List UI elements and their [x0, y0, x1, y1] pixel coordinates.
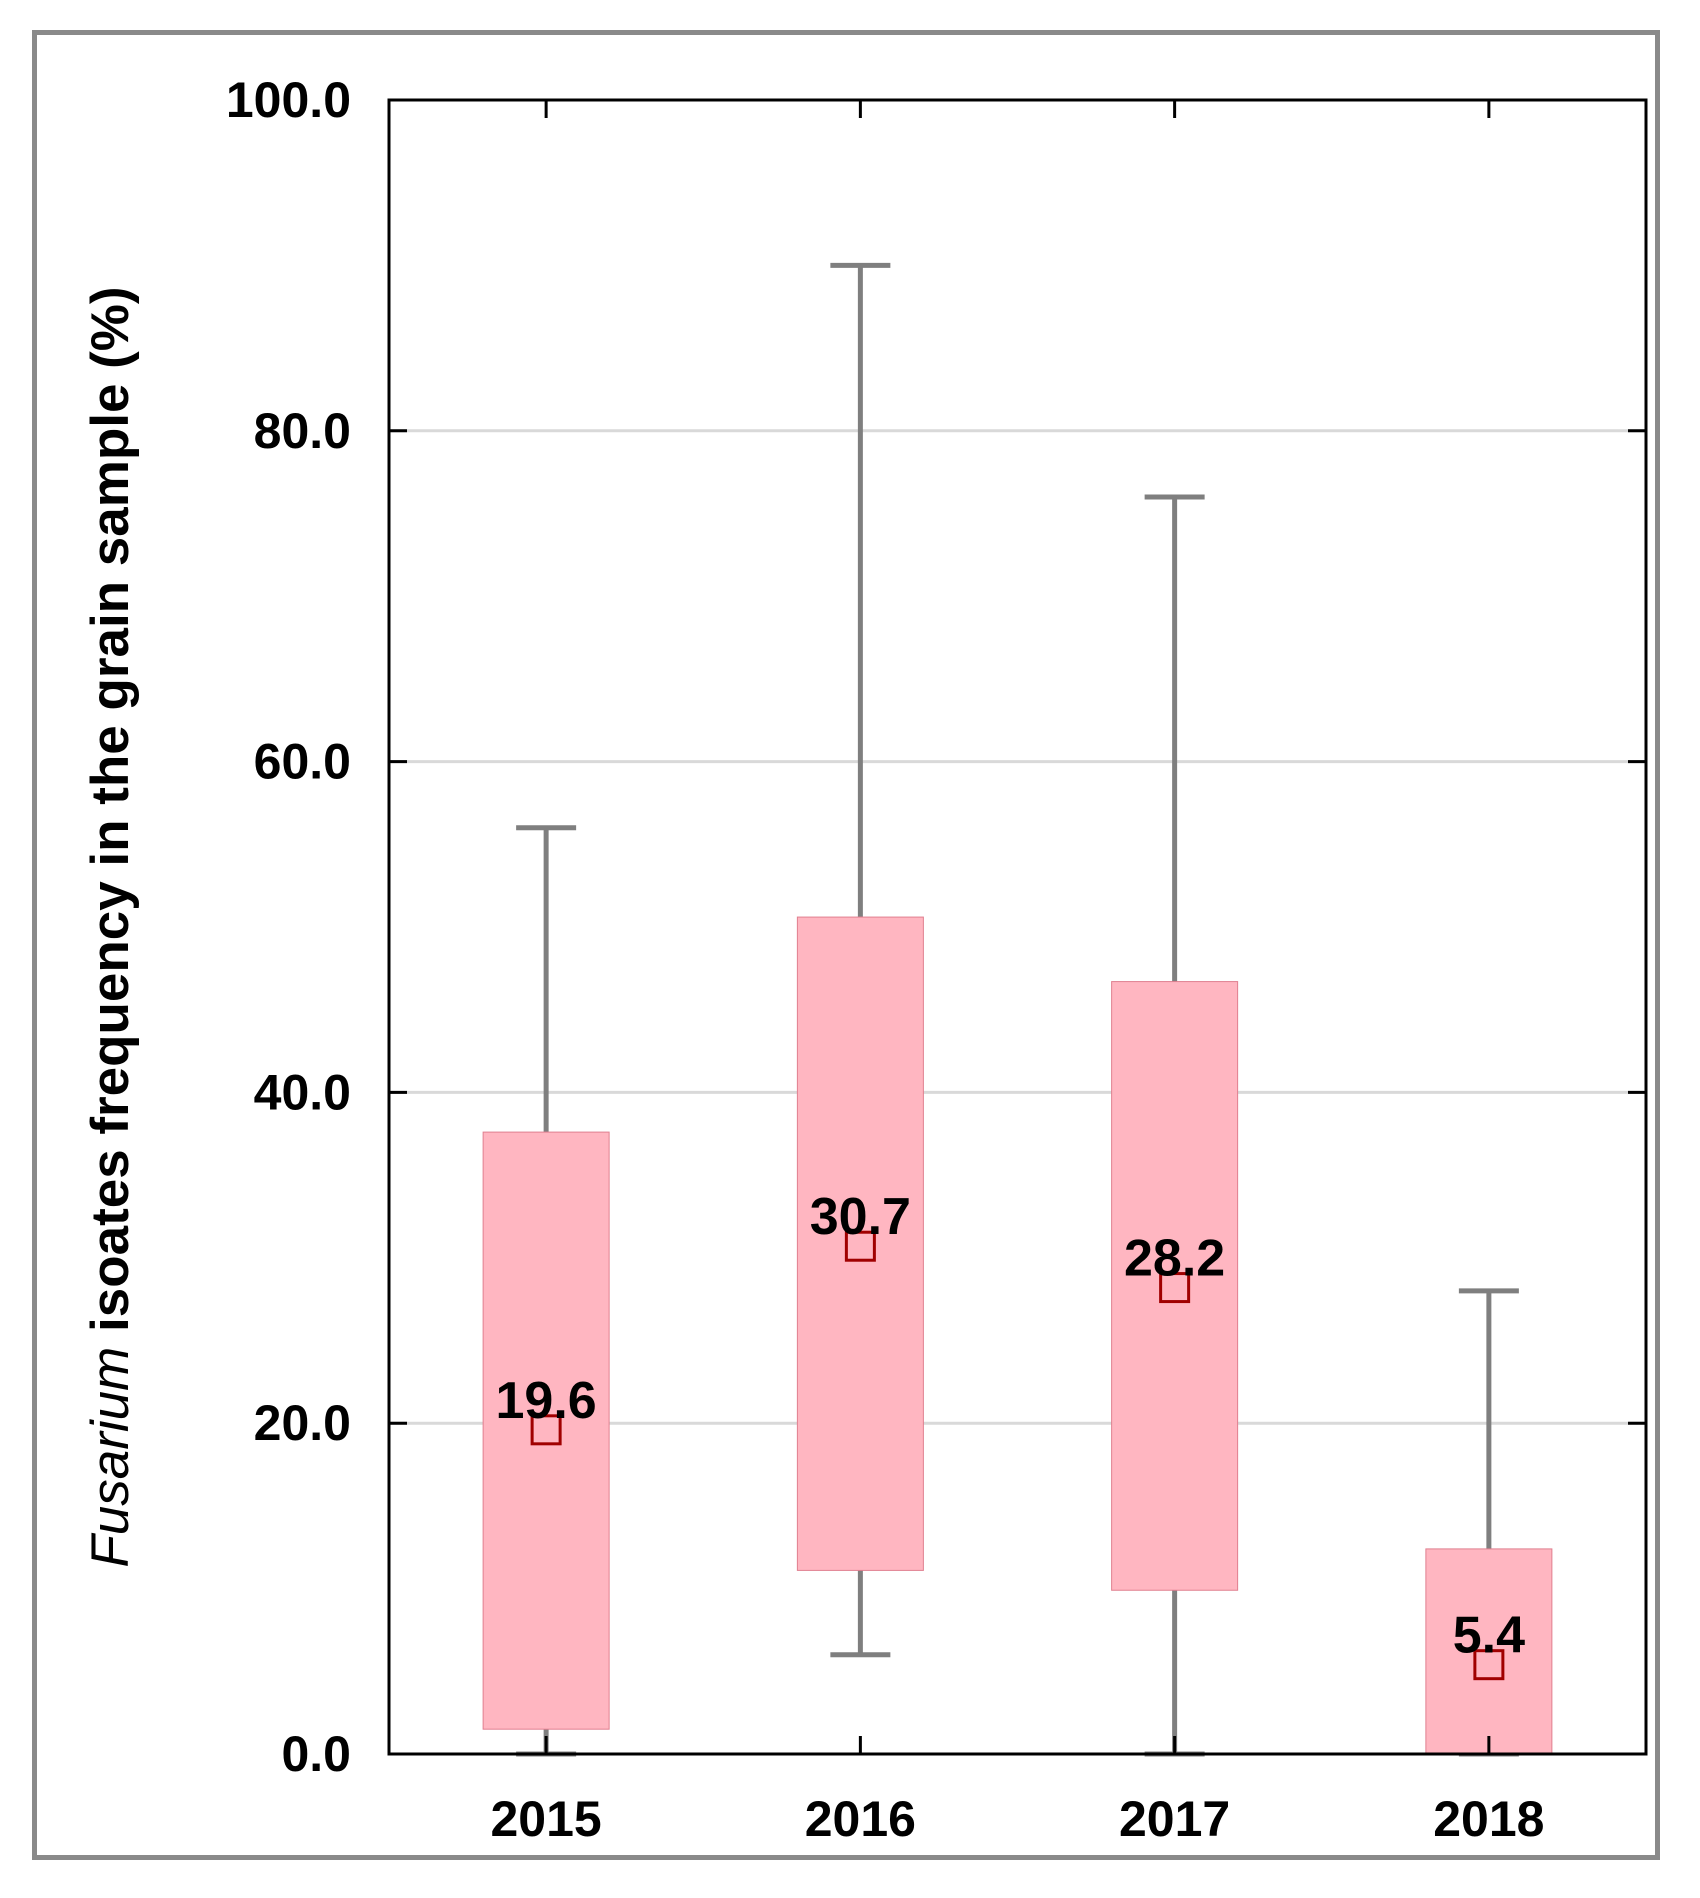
- y-tick-label-4: 80.0: [254, 403, 351, 459]
- box-2016: [796, 916, 924, 1571]
- x-tick-label-2016: 2016: [805, 1791, 916, 1847]
- y-axis-title-rest: isoates frequency in the grain sample (%…: [81, 286, 140, 1346]
- y-tick-label-0: 0.0: [281, 1726, 351, 1782]
- x-tick-label-2017: 2017: [1119, 1791, 1230, 1847]
- y-tick-label-3: 60.0: [254, 734, 351, 790]
- y-axis-label: Fusarium isoates frequency in the grain …: [81, 286, 140, 1567]
- axis-ticks: 0.0 20.0 40.0 60.0 80.0 100.0 2015 2016 2017 2018: [226, 72, 1646, 1847]
- y-tick-label-1: 20.0: [254, 1395, 351, 1451]
- x-tick-label-2015: 2015: [491, 1791, 602, 1847]
- plot-area-border: [387, 98, 1648, 1756]
- y-tick-label-5: 100.0: [226, 72, 351, 128]
- mean-marker-2018: [1473, 1649, 1505, 1681]
- y-axis-title-italic: Fusarium: [81, 1347, 140, 1568]
- box-2015: [482, 1131, 610, 1730]
- mean-label-2018: 5.4: [1453, 1607, 1525, 1665]
- x-tick-label-2018: 2018: [1433, 1791, 1544, 1847]
- mean-label-2015: 19.6: [496, 1372, 597, 1430]
- mean-markers: 19.6 30.7 28.2 5.4: [496, 1188, 1525, 1681]
- mean-marker-2017: [1159, 1272, 1191, 1304]
- mean-label-2017: 28.2: [1124, 1230, 1225, 1288]
- mean-marker-2016: [844, 1230, 876, 1262]
- box-2017: [1111, 981, 1239, 1591]
- boxes: [482, 916, 1553, 1755]
- mean-marker-2015: [530, 1414, 562, 1446]
- mean-label-2016: 30.7: [810, 1188, 911, 1246]
- whiskers: [516, 262, 1519, 1757]
- y-axis-title: Fusarium isoates frequency in the grain …: [81, 286, 140, 1567]
- y-tick-label-2: 40.0: [254, 1064, 351, 1120]
